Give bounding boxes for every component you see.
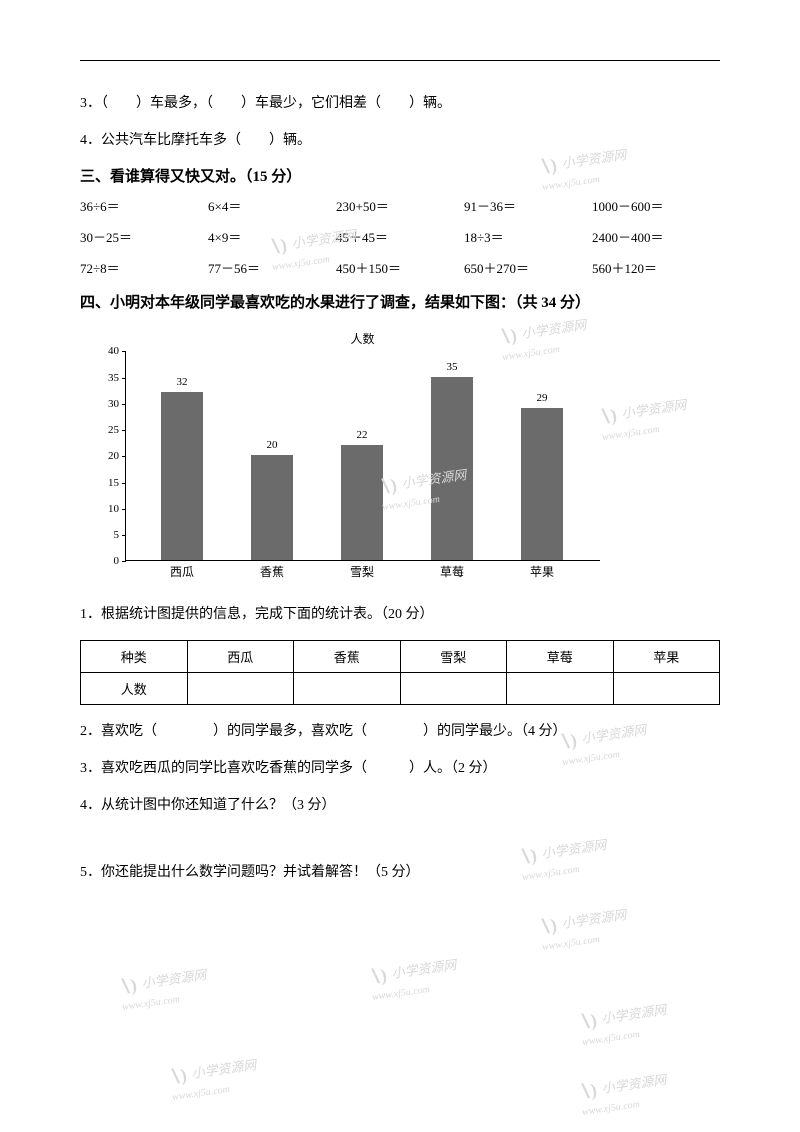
y-tick-label: 0 <box>114 555 120 567</box>
table-row: 种类西瓜香蕉雪梨草莓苹果 <box>81 640 720 672</box>
y-tick-mark <box>122 561 126 562</box>
watermark: ∖) 小学资源网www.xj5u.com <box>118 964 210 1014</box>
y-tick-label: 35 <box>108 372 119 384</box>
table-cell <box>294 672 401 704</box>
calc-cell: 30－25＝ <box>80 227 208 246</box>
calc-cell: 1000－600＝ <box>592 196 720 215</box>
sub-question-4: 4．从统计图中你还知道了什么？（3 分） <box>80 793 720 818</box>
y-tick-label: 10 <box>108 503 119 515</box>
chart-title: 人数 <box>125 330 600 347</box>
watermark: ∖) 小学资源网www.xj5u.com <box>578 1069 670 1119</box>
chart-bar <box>521 408 563 560</box>
table-cell: 人数 <box>81 672 188 704</box>
calc-cell: 6×4＝ <box>208 196 336 215</box>
chart-bar <box>341 445 383 561</box>
y-tick-label: 15 <box>108 477 119 489</box>
table-cell <box>613 672 720 704</box>
table-cell <box>507 672 614 704</box>
watermark: ∖) 小学资源网www.xj5u.com <box>368 954 460 1004</box>
table-cell <box>187 672 294 704</box>
calc-cell: 4×9＝ <box>208 227 336 246</box>
spacer <box>80 830 720 860</box>
calc-grid: 36÷6＝6×4＝230+50＝91－36＝1000－600＝ 30－25＝4×9… <box>80 196 720 277</box>
sub-question-2: 2．喜欢吃（ ）的同学最多，喜欢吃（ ）的同学最少。（4 分） <box>80 719 720 744</box>
calc-cell: 77－56＝ <box>208 258 336 277</box>
chart-plot: 32西瓜20香蕉22雪梨35草莓29苹果 <box>125 351 600 561</box>
x-axis-label: 西瓜 <box>170 563 194 580</box>
y-axis: 0510152025303540 <box>80 351 125 561</box>
y-tick-label: 30 <box>108 398 119 410</box>
watermark: ∖) 小学资源网www.xj5u.com <box>598 394 690 444</box>
sub-question-1: 1．根据统计图提供的信息，完成下面的统计表。（20 分） <box>80 602 720 627</box>
table-row: 人数 <box>81 672 720 704</box>
sub-question-5: 5．你还能提出什么数学问题吗？并试着解答！（5 分） <box>80 860 720 885</box>
bar-value-label: 32 <box>177 376 188 388</box>
chart-bar <box>161 392 203 560</box>
table-cell: 苹果 <box>613 640 720 672</box>
table-cell: 香蕉 <box>294 640 401 672</box>
chart-area: 0510152025303540 32西瓜20香蕉22雪梨35草莓29苹果 <box>80 351 600 581</box>
calc-cell: 650＋270＝ <box>464 258 592 277</box>
calc-cell: 560＋120＝ <box>592 258 720 277</box>
y-tick-label: 5 <box>114 529 120 541</box>
y-tick-label: 25 <box>108 424 119 436</box>
calc-cell: 36÷6＝ <box>80 196 208 215</box>
watermark: ∖) 小学资源网www.xj5u.com <box>578 999 670 1049</box>
section-4-title: 四、小明对本年级同学最喜欢吃的水果进行了调查，结果如下图：（共 34 分） <box>80 291 720 312</box>
calc-cell: 2400－400＝ <box>592 227 720 246</box>
table-cell <box>400 672 507 704</box>
table-cell: 西瓜 <box>187 640 294 672</box>
calc-cell: 72÷8＝ <box>80 258 208 277</box>
question-3: 3．（ ）车最多，（ ）车最少，它们相差（ ）辆。 <box>80 91 720 116</box>
section-3-title: 三、看谁算得又快又对。（15 分） <box>80 165 720 186</box>
bar-value-label: 22 <box>357 429 368 441</box>
watermark: ∖) 小学资源网www.xj5u.com <box>168 1054 260 1104</box>
table-cell: 种类 <box>81 640 188 672</box>
x-axis-label: 苹果 <box>530 563 554 580</box>
table-cell: 草莓 <box>507 640 614 672</box>
bar-value-label: 35 <box>447 361 458 373</box>
x-axis-label: 香蕉 <box>260 563 284 580</box>
calc-cell: 450＋150＝ <box>336 258 464 277</box>
calc-cell: 45＋45＝ <box>336 227 464 246</box>
calc-cell: 91－36＝ <box>464 196 592 215</box>
bar-value-label: 29 <box>537 392 548 404</box>
y-tick-label: 40 <box>108 345 119 357</box>
x-axis-label: 草莓 <box>440 563 464 580</box>
calc-cell: 18÷3＝ <box>464 227 592 246</box>
sub-question-3: 3．喜欢吃西瓜的同学比喜欢吃香蕉的同学多（ ）人。（2 分） <box>80 756 720 781</box>
bar-chart: 人数 0510152025303540 32西瓜20香蕉22雪梨35草莓29苹果 <box>80 330 600 590</box>
watermark: ∖) 小学资源网www.xj5u.com <box>538 904 630 954</box>
top-rule <box>80 60 720 61</box>
y-tick-label: 20 <box>108 450 119 462</box>
chart-bar <box>251 455 293 560</box>
stats-table: 种类西瓜香蕉雪梨草莓苹果 人数 <box>80 640 720 705</box>
calc-cell: 230+50＝ <box>336 196 464 215</box>
x-axis-label: 雪梨 <box>350 563 374 580</box>
bar-value-label: 20 <box>267 439 278 451</box>
table-cell: 雪梨 <box>400 640 507 672</box>
question-4: 4．公共汽车比摩托车多（ ）辆。 <box>80 128 720 153</box>
chart-bar <box>431 377 473 561</box>
